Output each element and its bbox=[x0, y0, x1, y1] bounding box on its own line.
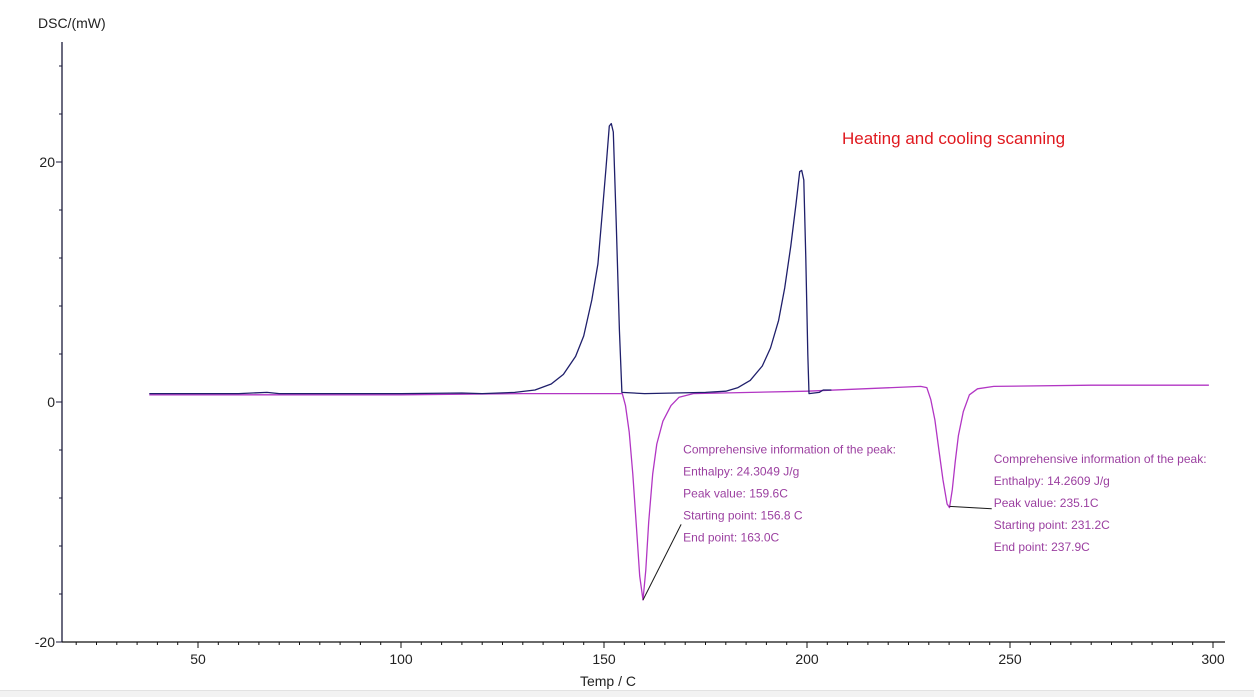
x-tick-label: 200 bbox=[795, 651, 819, 667]
x-tick-label: 150 bbox=[592, 651, 616, 667]
enthalpy-text: Enthalpy: 14.2609 J/g bbox=[994, 474, 1110, 488]
end-point-text: End point: 237.9C bbox=[994, 540, 1090, 554]
y-tick-label: 20 bbox=[39, 154, 55, 170]
cooling-curve bbox=[149, 384, 1209, 601]
heating-curve bbox=[149, 122, 832, 395]
y-tick-label: -20 bbox=[35, 634, 55, 650]
x-tick-label: 50 bbox=[190, 651, 206, 667]
chart-title: Heating and cooling scanning bbox=[842, 129, 1065, 148]
axes: -20 0 20 50 100 150 200 250 300 bbox=[35, 42, 1225, 667]
peak-value-text: Peak value: 235.1C bbox=[994, 496, 1099, 510]
series-group bbox=[149, 122, 1209, 601]
starting-point-text: Starting point: 231.2C bbox=[994, 518, 1110, 532]
leader-line bbox=[949, 505, 992, 510]
leader-line bbox=[642, 524, 682, 601]
peak-value-text: Peak value: 159.6C bbox=[683, 487, 788, 501]
annotations-group: Comprehensive information of the peak: En… bbox=[642, 443, 1207, 601]
y-tick-label: 0 bbox=[47, 394, 55, 410]
y-axis-label: DSC/(mW) bbox=[38, 15, 106, 31]
enthalpy-text: Enthalpy: 24.3049 J/g bbox=[683, 465, 799, 479]
x-tick-label: 250 bbox=[998, 651, 1022, 667]
starting-point-text: Starting point: 156.8 C bbox=[683, 509, 803, 523]
annotation-heading: Comprehensive information of the peak: bbox=[683, 443, 896, 457]
peak-annotation-1: Comprehensive information of the peak: En… bbox=[642, 443, 896, 601]
x-axis-label: Temp / C bbox=[580, 673, 636, 689]
end-point-text: End point: 163.0C bbox=[683, 531, 779, 545]
annotation-heading: Comprehensive information of the peak: bbox=[994, 452, 1207, 466]
x-tick-label: 100 bbox=[389, 651, 413, 667]
peak-annotation-2: Comprehensive information of the peak: En… bbox=[949, 452, 1207, 554]
window-bottom-edge bbox=[0, 690, 1254, 697]
x-tick-label: 300 bbox=[1201, 651, 1225, 667]
